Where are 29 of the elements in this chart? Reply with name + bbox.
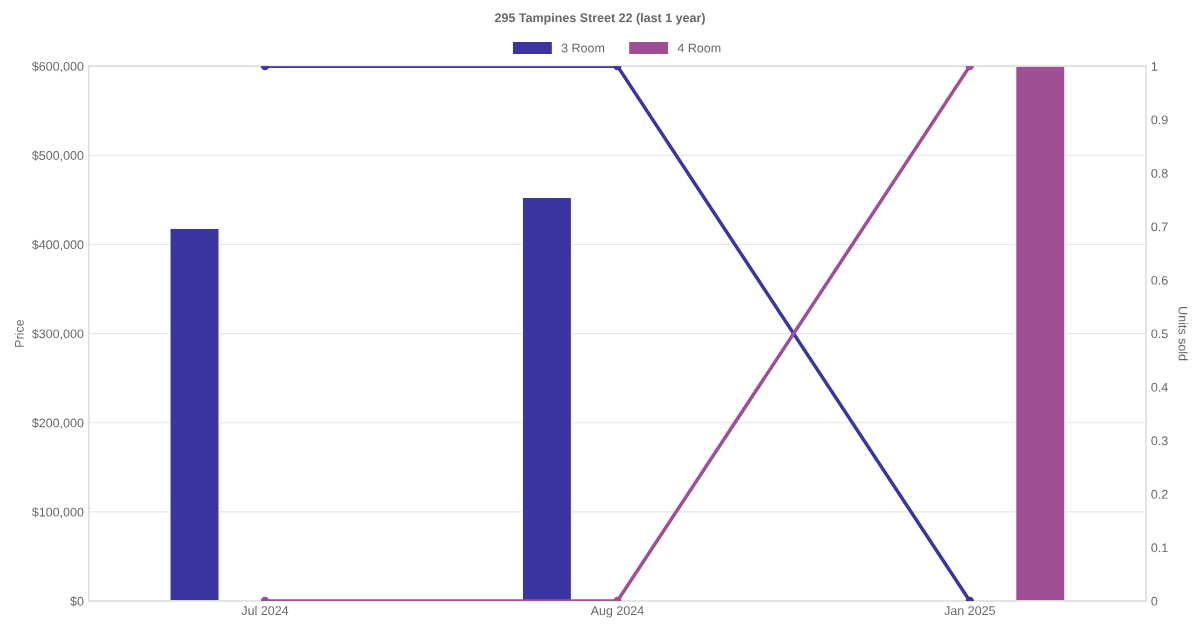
y-tick-label: $600,000 (31, 61, 84, 73)
y-tick-label: $200,000 (31, 418, 84, 429)
y-tick-label: $0 (70, 596, 84, 607)
x-tick-label: Jul 2024 (241, 605, 289, 616)
y-tick-label: $400,000 (31, 239, 84, 251)
y2-tick-label: 0.3 (1151, 436, 1168, 446)
y-tick-label: $500,000 (31, 150, 84, 162)
x-tick-label: Aug 2024 (590, 606, 644, 618)
y2-tick-label: 0.2 (1151, 489, 1168, 499)
y2-tick-label: 0.9 (1151, 115, 1168, 125)
y2-tick-label: 0.1 (1151, 543, 1168, 553)
y2-tick-label: 0.8 (1151, 168, 1168, 178)
legend-label: 3 Room (561, 43, 605, 53)
y-tick-label: $100,000 (31, 507, 84, 518)
y2-tick-label: 0.4 (1151, 382, 1168, 392)
bar (521, 196, 573, 602)
legend-label: 4 Room (677, 43, 721, 53)
y-axis-title: Price (14, 319, 24, 347)
y2-tick-label: 0 (1151, 596, 1158, 606)
chart-title: 295 Tampines Street 22 (last 1 year) (494, 12, 705, 25)
y2-tick-label: 0.7 (1151, 222, 1168, 232)
y2-tick-label: 1 (1151, 62, 1158, 71)
x-tick-label: Jan 2025 (944, 606, 995, 616)
bar (1014, 66, 1066, 602)
y2-axis-title: Units sold (1178, 307, 1188, 361)
y2-tick-label: 0.5 (1151, 329, 1168, 339)
y2-tick-label: 0.6 (1151, 275, 1168, 285)
y-tick-label: $300,000 (31, 328, 84, 340)
bar (169, 227, 220, 602)
